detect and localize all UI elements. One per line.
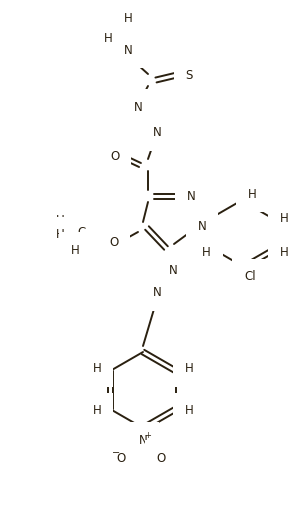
Text: H: H: [141, 287, 149, 299]
Text: H: H: [179, 264, 187, 276]
Text: C: C: [78, 225, 86, 239]
Text: H: H: [280, 245, 289, 259]
Text: −: −: [112, 448, 120, 458]
Text: N: N: [198, 220, 206, 234]
Text: O: O: [109, 236, 119, 248]
Text: N: N: [169, 264, 177, 276]
Text: H: H: [202, 245, 211, 259]
Text: H: H: [185, 405, 193, 417]
Text: N: N: [134, 100, 142, 114]
Text: N: N: [187, 189, 195, 203]
Text: H: H: [124, 12, 132, 24]
Text: N: N: [124, 43, 132, 56]
Text: N: N: [139, 434, 147, 446]
Text: N: N: [153, 287, 161, 299]
Text: Cl: Cl: [244, 270, 256, 284]
Text: O: O: [110, 151, 120, 163]
Text: O: O: [156, 451, 166, 465]
Text: H: H: [93, 405, 102, 417]
Text: H: H: [93, 362, 102, 376]
Text: H: H: [56, 229, 64, 241]
Text: O: O: [116, 451, 126, 465]
Text: H: H: [185, 362, 193, 376]
Text: S: S: [185, 69, 193, 81]
Text: H: H: [248, 187, 256, 201]
Text: +: +: [145, 431, 151, 439]
Text: H: H: [71, 243, 79, 257]
Text: H: H: [56, 213, 64, 227]
Text: N: N: [153, 127, 161, 139]
Text: H: H: [104, 32, 112, 44]
Text: H: H: [280, 212, 289, 224]
